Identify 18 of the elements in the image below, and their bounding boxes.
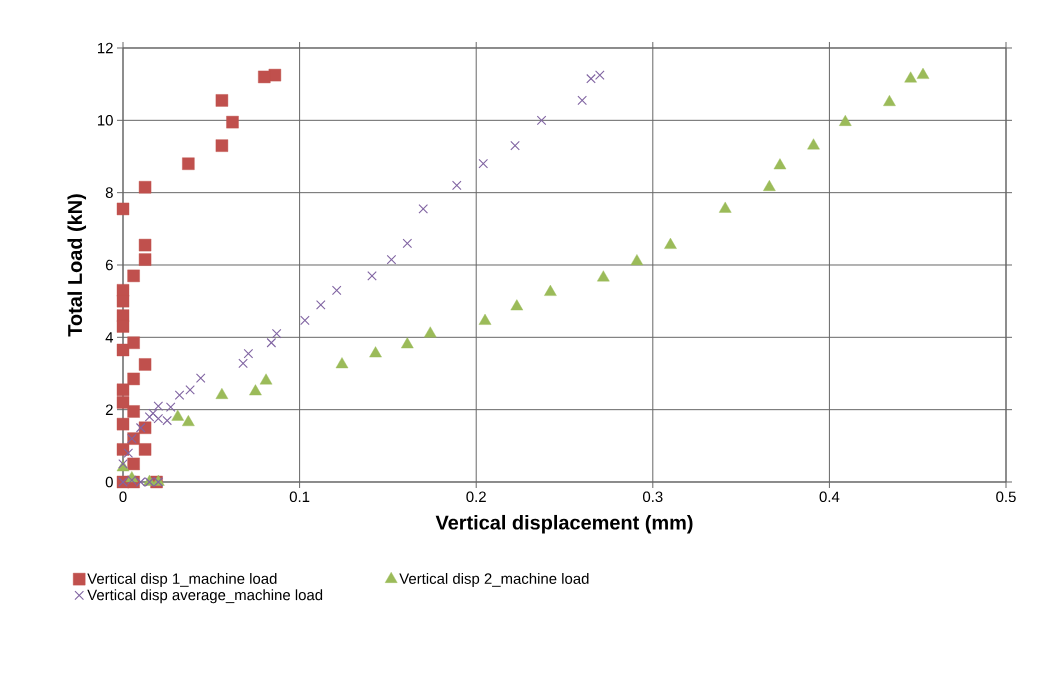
x-tick-label: 0.1 [289, 491, 310, 503]
x-tick-label: 0 [119, 491, 127, 503]
legend-label: Vertical disp average_machine load [87, 589, 323, 604]
legend-label: Vertical disp 1_machine load [87, 572, 277, 587]
x-tick-label: 0.4 [819, 491, 840, 503]
x-axis-title: Vertical displacement (mm) [435, 514, 693, 534]
y-tick-label: 12 [98, 42, 113, 54]
x-tick-label: 0.2 [466, 491, 486, 503]
legend-label: Vertical disp 2_machine load [399, 572, 589, 587]
y-axis-title: Total Load (kN) [67, 194, 87, 337]
y-tick-label: 4 [105, 332, 114, 343]
x-tick-label: 0.3 [643, 491, 663, 503]
y-tick-label: 10 [98, 115, 113, 126]
y-tick-label: 8 [105, 187, 113, 198]
y-tick-label: 0 [105, 476, 113, 488]
y-tick-label: 2 [105, 404, 113, 415]
x-tick-label: 0.5 [996, 491, 1016, 503]
y-tick-label: 6 [105, 259, 113, 271]
